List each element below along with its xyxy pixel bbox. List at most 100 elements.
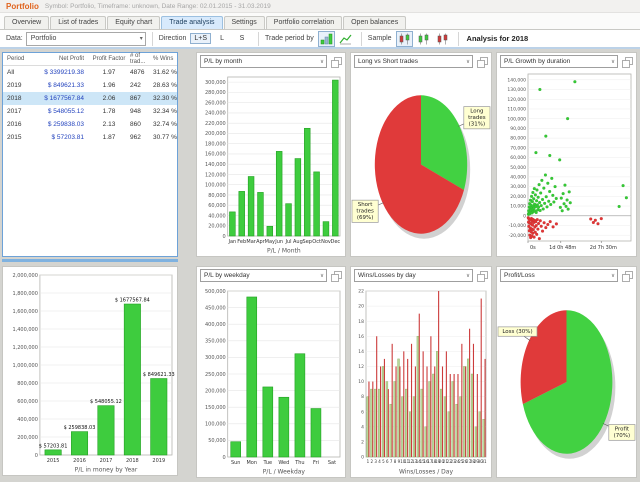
svg-text:18: 18 bbox=[431, 459, 437, 464]
cell-profit_factor: 1.96 bbox=[102, 82, 116, 89]
tab-open-balances[interactable]: Open balances bbox=[343, 16, 407, 29]
svg-text:(31%): (31%) bbox=[469, 121, 486, 127]
analysis-title: Analysis for 2018 bbox=[466, 34, 529, 43]
tab-overview[interactable]: Overview bbox=[4, 16, 50, 29]
svg-text:6: 6 bbox=[386, 459, 389, 464]
table-row[interactable]: 2016 $ 259838.03 2.13 860 32.74 % bbox=[3, 118, 177, 131]
svg-text:Mar: Mar bbox=[246, 239, 256, 245]
svg-text:20: 20 bbox=[358, 304, 364, 310]
svg-text:Wed: Wed bbox=[278, 460, 289, 466]
svg-text:Sat: Sat bbox=[328, 460, 336, 466]
cell-wins: 32.30 % bbox=[153, 95, 177, 102]
direction-label: Direction bbox=[158, 35, 187, 42]
svg-text:12: 12 bbox=[408, 459, 414, 464]
copy-chart-icon[interactable] bbox=[622, 55, 633, 68]
table-row[interactable]: All $ 3399219.38 1.97 4876 31.62 % bbox=[3, 66, 177, 79]
svg-text:2016: 2016 bbox=[73, 458, 86, 464]
svg-text:12: 12 bbox=[358, 364, 364, 370]
svg-text:10: 10 bbox=[400, 459, 406, 464]
column-header-1[interactable]: Net Profit bbox=[58, 56, 84, 62]
svg-text:0: 0 bbox=[35, 453, 38, 459]
svg-text:6: 6 bbox=[361, 409, 364, 415]
cell-net_profit: $ 548055.12 bbox=[47, 108, 84, 115]
table-row[interactable]: 2017 $ 548055.12 1.78 948 32.34 % bbox=[3, 105, 177, 118]
column-header-4[interactable]: % Wins bbox=[153, 56, 174, 62]
title-bar: Portfolio Symbol: Portfolio, Timeframe: … bbox=[0, 0, 640, 13]
chart-panel-header: P/L by month ∨ bbox=[197, 53, 345, 69]
table-row[interactable]: 2015 $ 57203.81 1.87 962 30.77 % bbox=[3, 131, 177, 144]
direction-button-l[interactable]: L bbox=[220, 35, 224, 42]
svg-text:Thu: Thu bbox=[294, 460, 304, 466]
copy-chart-icon[interactable] bbox=[331, 55, 342, 68]
chart-panel-p-l-in-money-by-year: 0 200,000 400,000 600,000 800,000 1,000,000 1,… bbox=[2, 266, 178, 476]
table-row[interactable]: 2018 $ 1677567.84 2.06 867 32.30 % bbox=[3, 92, 177, 105]
period-open-chart-icon[interactable] bbox=[317, 30, 335, 47]
sample-loss-candles-icon[interactable] bbox=[434, 31, 451, 47]
svg-text:29: 29 bbox=[474, 459, 480, 464]
tab-list-of-trades[interactable]: List of trades bbox=[50, 16, 107, 29]
svg-text:9: 9 bbox=[398, 459, 401, 464]
copy-chart-icon[interactable] bbox=[477, 269, 488, 282]
column-header-0[interactable]: Period bbox=[7, 56, 25, 62]
svg-text:60,000: 60,000 bbox=[208, 203, 226, 209]
svg-text:0: 0 bbox=[223, 455, 226, 461]
chart-select-value: P/L Growth by duration bbox=[504, 58, 571, 65]
svg-text:300,000: 300,000 bbox=[205, 355, 226, 361]
svg-text:4: 4 bbox=[361, 424, 364, 430]
copy-chart-icon[interactable] bbox=[477, 55, 488, 68]
column-header-3[interactable]: # of trad... bbox=[130, 53, 146, 65]
chart-type-select-p-l-by-weekday[interactable]: P/L by weekday ∨ bbox=[200, 269, 327, 282]
direction-button-l-s[interactable]: L+S bbox=[190, 33, 212, 44]
sample-all-candles-icon[interactable] bbox=[395, 30, 413, 47]
svg-text:8: 8 bbox=[361, 394, 364, 400]
svg-text:P/L in money by Year: P/L in money by Year bbox=[75, 467, 138, 474]
svg-text:15: 15 bbox=[420, 459, 426, 464]
svg-text:2: 2 bbox=[371, 459, 374, 464]
svg-text:$ 259838.03: $ 259838.03 bbox=[64, 425, 96, 431]
table-splitter[interactable] bbox=[2, 259, 178, 262]
svg-text:600,000: 600,000 bbox=[17, 399, 38, 405]
svg-text:19: 19 bbox=[435, 459, 441, 464]
svg-text:P/L / Month: P/L / Month bbox=[267, 248, 301, 255]
tab-portfolio-correlation[interactable]: Portfolio correlation bbox=[265, 16, 343, 29]
chart-type-select-wins-losses-by-day[interactable]: Wins/Losses by day ∨ bbox=[354, 269, 473, 282]
chart-type-select-p-l-growth-by-duration[interactable]: P/L Growth by duration ∨ bbox=[500, 55, 618, 68]
svg-text:2017: 2017 bbox=[100, 458, 113, 464]
toolbar-divider bbox=[258, 31, 260, 46]
direction-button-s[interactable]: S bbox=[239, 35, 245, 42]
svg-text:Jul: Jul bbox=[285, 239, 292, 245]
column-header-2[interactable]: Profit Factor bbox=[92, 56, 126, 62]
period-summary-table: Period Net Profit Profit Factor # of trad..… bbox=[2, 52, 178, 257]
sample-profit-candles-icon[interactable] bbox=[415, 31, 432, 47]
svg-text:May: May bbox=[265, 239, 275, 245]
svg-text:200,000: 200,000 bbox=[205, 131, 226, 137]
data-label: Data: bbox=[6, 35, 23, 42]
cell-wins: 31.62 % bbox=[153, 69, 177, 76]
dropdown-arrow-icon: ▾ bbox=[139, 36, 143, 42]
tab-trade-analysis[interactable]: Trade analysis bbox=[161, 16, 223, 29]
tab-equity-chart[interactable]: Equity chart bbox=[107, 16, 161, 29]
cell-wins: 32.74 % bbox=[153, 121, 177, 128]
table-row[interactable]: 2019 $ 849621.33 1.96 242 28.63 % bbox=[3, 79, 177, 92]
chart-type-select-profit-loss[interactable]: Profit/Loss ∨ bbox=[500, 269, 618, 282]
chart-type-select-long-vs-short-trades[interactable]: Long vs Short trades ∨ bbox=[354, 55, 473, 68]
cell-period: 2018 bbox=[7, 95, 22, 102]
tab-settings[interactable]: Settings bbox=[223, 16, 265, 29]
cell-profit_factor: 1.78 bbox=[102, 108, 116, 115]
data-select[interactable]: Portfolio ▾ bbox=[25, 31, 146, 46]
copy-chart-icon[interactable] bbox=[622, 269, 633, 282]
svg-text:1,400,000: 1,400,000 bbox=[12, 327, 37, 333]
select-arrow-icon: ∨ bbox=[465, 58, 470, 65]
sample-label: Sample bbox=[367, 35, 392, 42]
cell-net_profit: $ 1677567.84 bbox=[44, 95, 84, 102]
svg-text:200,000: 200,000 bbox=[205, 388, 226, 394]
svg-text:10: 10 bbox=[358, 379, 364, 385]
period-close-chart-icon[interactable] bbox=[337, 31, 354, 47]
svg-text:16: 16 bbox=[423, 459, 429, 464]
chart-type-select-p-l-by-month[interactable]: P/L by month ∨ bbox=[200, 55, 327, 68]
svg-text:25: 25 bbox=[458, 459, 464, 464]
trade-period-label: Trade period by bbox=[265, 35, 314, 42]
toolbar: Data: Portfolio ▾ Direction L+S L S Trade … bbox=[0, 30, 640, 49]
copy-chart-icon[interactable] bbox=[331, 269, 342, 282]
svg-text:400,000: 400,000 bbox=[17, 417, 38, 423]
